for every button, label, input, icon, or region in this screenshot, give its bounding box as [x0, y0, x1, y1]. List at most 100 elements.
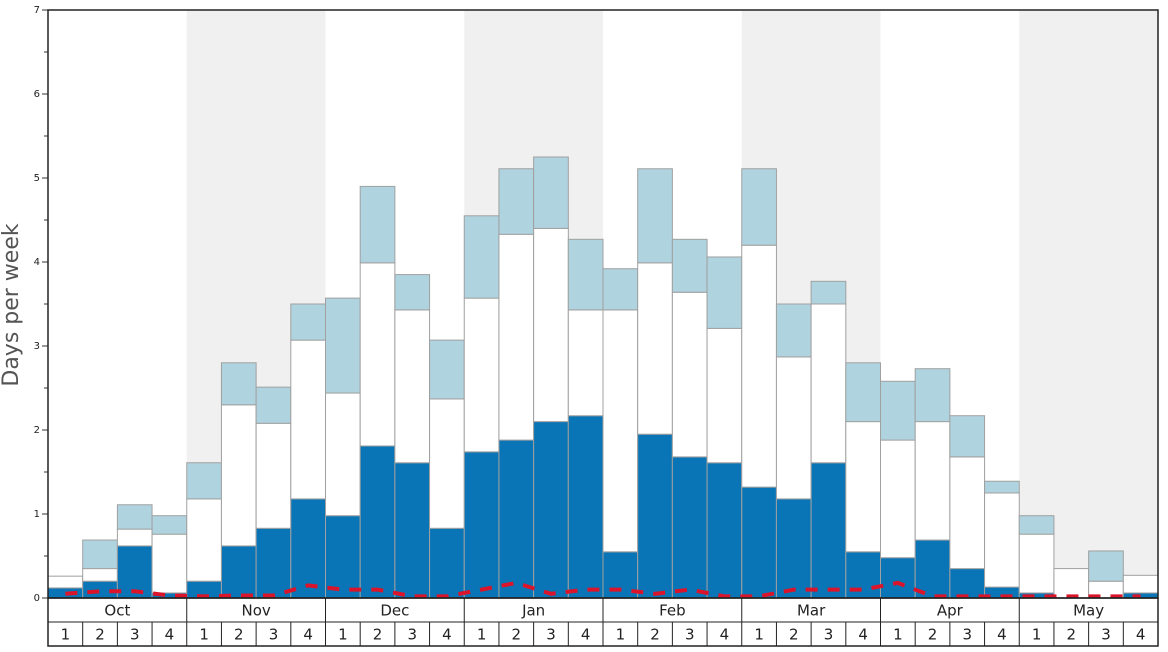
bar-segment [671, 238, 708, 293]
x-tick-label: 3 [685, 626, 695, 644]
group-label: Jan [521, 602, 545, 620]
bar-segment [949, 568, 986, 599]
y-tick-label: 4 [34, 257, 40, 268]
y-tick-label: 7 [34, 5, 40, 16]
bar-segment [602, 309, 639, 553]
bar-segment [810, 462, 847, 599]
y-tick-label: 6 [34, 89, 40, 100]
x-tick-label: 4 [858, 626, 868, 644]
bar-segment [741, 486, 777, 599]
bar-segment [880, 380, 916, 441]
x-tick-label: 3 [269, 626, 279, 644]
x-tick-label: 3 [962, 626, 972, 644]
bar-segment [82, 539, 118, 570]
bar-segment [151, 515, 188, 535]
x-tick-label: 2 [928, 626, 938, 644]
bar-segment [429, 339, 465, 400]
group-label: Feb [659, 602, 686, 620]
x-tick-label: 3 [1101, 626, 1111, 644]
x-tick-label: 3 [407, 626, 417, 644]
line-series [65, 580, 1141, 599]
y-axis-label: Days per week [0, 223, 24, 386]
bar-segment [186, 498, 222, 582]
x-tick-label: 2 [373, 626, 383, 644]
x-tick-label: 1 [338, 626, 348, 644]
bar-segment [845, 421, 881, 553]
bar-segment [914, 421, 951, 541]
bar-segment [325, 392, 361, 517]
bar-segment [914, 539, 951, 599]
bar-segment [1122, 574, 1159, 594]
group-label: Nov [241, 602, 270, 620]
bar-segment [394, 274, 431, 311]
bar-segment [1088, 550, 1124, 582]
bar-segment [984, 492, 1020, 588]
bar-segment [290, 339, 326, 500]
bar-segment [775, 356, 812, 500]
bar-segment [255, 386, 292, 424]
x-tick-label: 4 [165, 626, 175, 644]
y-tick-label: 1 [34, 509, 40, 520]
bar-segment [984, 480, 1020, 494]
x-tick-label: 2 [789, 626, 799, 644]
bar-segment [1053, 568, 1090, 599]
bar-segment [880, 439, 916, 559]
y-tick-label: 2 [34, 425, 40, 436]
bar-segment [429, 527, 465, 599]
bar-segment [810, 280, 847, 305]
bar-segment [775, 498, 812, 599]
bar-segment [775, 303, 812, 358]
bar-segment [567, 238, 604, 311]
bar-segment [325, 297, 361, 394]
x-tick-label: 1 [199, 626, 209, 644]
shaded-band [1019, 10, 1158, 598]
bar-segment [498, 233, 535, 441]
bar-segment [706, 462, 743, 599]
x-tick-label: 1 [616, 626, 626, 644]
x-tick-label: 2 [650, 626, 660, 644]
bar-segment [567, 309, 604, 417]
bar-segment [949, 456, 986, 570]
bar-segment [671, 456, 708, 599]
x-tick-label: 1 [477, 626, 487, 644]
bar-segment [394, 309, 431, 464]
bar-segment [290, 498, 326, 599]
bar-segment [463, 297, 500, 453]
bar-segment [741, 244, 777, 488]
bar-segment [255, 527, 292, 599]
bar-segment [394, 462, 431, 599]
bar-segment [220, 362, 257, 406]
bar-segment [1018, 533, 1055, 594]
bar-segment [116, 504, 153, 530]
x-tick-label: 1 [893, 626, 903, 644]
bar-segment [47, 575, 84, 589]
bar-segment [671, 291, 708, 458]
bar-segment [359, 185, 396, 264]
bar-segment [741, 168, 777, 246]
bar-segment [1018, 515, 1055, 535]
y-tick-label: 5 [34, 173, 40, 184]
bar-segment [498, 439, 535, 599]
group-label: May [1073, 602, 1104, 620]
bar-segment [151, 533, 188, 594]
bar-segment [325, 515, 361, 599]
x-tick-label: 3 [824, 626, 834, 644]
x-tick-label: 4 [581, 626, 591, 644]
bar-segment [602, 268, 639, 311]
bar-segment [186, 462, 222, 500]
bar-segment [533, 156, 569, 229]
bar-segment [637, 168, 673, 264]
group-label: Oct [104, 602, 130, 620]
bar-segment [255, 422, 292, 529]
bar-segment [637, 262, 673, 435]
bar-segment [82, 568, 118, 582]
bar-segment [706, 327, 743, 464]
bar-segment [914, 368, 951, 423]
y-tick-label: 0 [34, 593, 40, 604]
group-label: Dec [380, 602, 409, 620]
bar-segment [845, 362, 881, 423]
bar-segment [567, 415, 604, 599]
bar-segment [220, 545, 257, 599]
bar-segment [533, 227, 569, 423]
